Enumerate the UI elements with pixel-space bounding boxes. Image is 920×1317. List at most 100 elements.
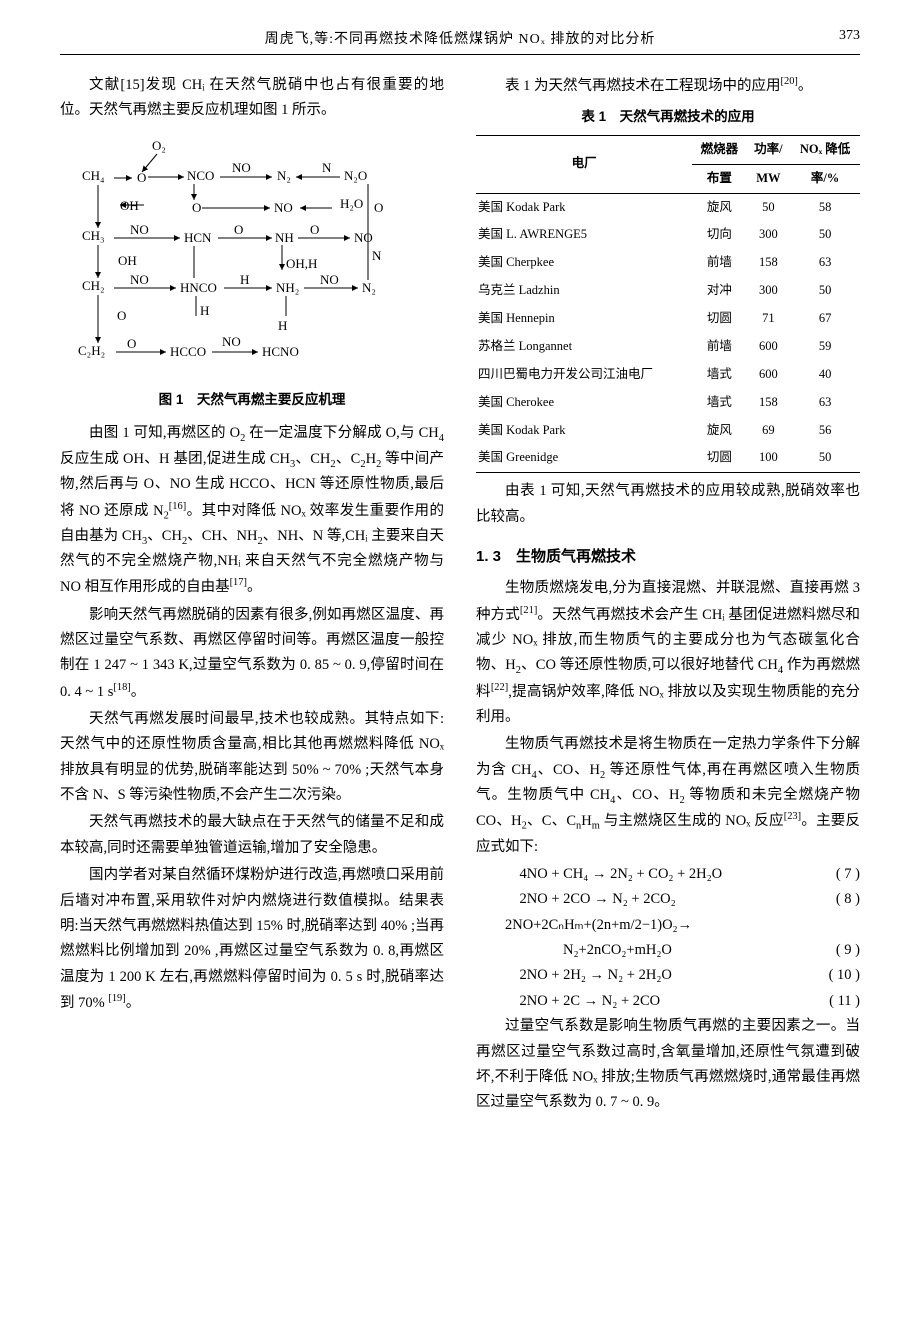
running-head: 周虎飞,等:不同再燃技术降低燃煤锅炉 NOₓ 排放的对比分析 <box>60 28 860 54</box>
fig-lbl-hnco: HNCO <box>180 280 217 295</box>
figure-1-diagram: CH₄ CH₃ CH₂ C₂H₂ O₂ O OH OH O <box>72 130 432 380</box>
fig-lbl-no-bot: NO <box>320 272 339 287</box>
left-p1: 文献[15]发现 CHᵢ 在天然气脱硝中也占有很重要的地位。天然气再燃主要反应机… <box>60 73 444 124</box>
eq9n: ( 9 ) <box>826 938 860 963</box>
th-red-b: 率/% <box>790 164 860 193</box>
fig-lbl-ch4: CH₄ <box>82 168 105 183</box>
eq-7: 4NO + CH₄ → 2N₂ + CO₂ + 2H₂O ( 7 ) <box>476 862 860 887</box>
eq9b: N₂+2nCO₂+mH₂O <box>563 938 672 963</box>
ref-21: [21] <box>520 605 537 616</box>
fig-lbl-h2: H <box>200 303 209 318</box>
fig-lbl-n2-end: N₂ <box>362 280 376 295</box>
left-p3: 影响天然气再燃脱硝的因素有很多,例如再燃区温度、再燃区过量空气系数、再燃区停留时… <box>60 603 444 705</box>
left-p6: 国内学者对某自然循环煤粉炉进行改造,再燃喷口采用前后墙对冲布置,采用软件对炉内燃… <box>60 863 444 1016</box>
ref-16: [16] <box>169 501 186 512</box>
rp1b: 。 <box>798 78 813 94</box>
ref-22: [22] <box>491 682 508 693</box>
fig-lbl-c2h2: C₂H₂ <box>78 343 105 358</box>
table-row: 美国 Greenidge切圆10050 <box>476 444 860 472</box>
fig-lbl-ch3: CH₃ <box>82 228 105 243</box>
fig-lbl-ch2: CH₂ <box>82 278 105 293</box>
table-row: 美国 Cherpkee前墙15863 <box>476 249 860 277</box>
rp4g: H <box>581 813 591 829</box>
ref-20: [20] <box>781 76 798 87</box>
p2a2: 在一定温度下分解成 O,与 CH <box>245 425 438 441</box>
p2a5: 、C <box>336 451 361 467</box>
eq11t: 2NO + 2C → N₂ + 2CO <box>520 989 661 1014</box>
right-p1: 表 1 为天然气再燃技术在工程现场中的应用[20]。 <box>476 73 860 99</box>
table-1: 电厂 燃烧器 功率/ NOₓ 降低 布置 MW 率/% 美国 Kodak Par… <box>476 135 860 474</box>
header-rule <box>60 54 860 55</box>
eq10t: 2NO + 2H₂ → N₂ + 2H₂O <box>520 963 672 988</box>
p2a3: 反应生成 OH、H 基团,促进生成 CH <box>60 451 290 467</box>
fig-lbl-o-end: O <box>374 200 383 215</box>
th-plant: 电厂 <box>476 135 692 193</box>
fig-lbl-ohh: OH,H <box>286 256 317 271</box>
fig-lbl-nh-up: NH <box>275 230 294 245</box>
ref-17: [17] <box>230 577 247 588</box>
left-p2: 由图 1 可知,再燃区的 O2 在一定温度下分解成 O,与 CH4 反应生成 O… <box>60 421 444 600</box>
rp4d: 、CO、H <box>615 787 679 803</box>
p2a6: H <box>366 451 376 467</box>
table-1-caption: 表 1 天然气再燃技术的应用 <box>476 105 860 129</box>
fig-lbl-hcno: HCNO <box>262 344 299 359</box>
fig-lbl-o-mid: O <box>117 308 126 323</box>
p2f: 。 <box>247 579 262 595</box>
table-row: 美国 Kodak Park旋风6956 <box>476 417 860 445</box>
fig-lbl-Ncol: N <box>372 248 382 263</box>
p3b: 。 <box>131 684 146 700</box>
eq9a: 2NO+2CₙHₘ+(2n+m/2−1)O₂→ <box>505 913 692 938</box>
table-row: 美国 L. AWRENGE5切向30050 <box>476 221 860 249</box>
running-title: 周虎飞,等:不同再燃技术降低燃煤锅炉 NOₓ 排放的对比分析 <box>265 32 656 47</box>
table-row: 乌克兰 Ladzhin对冲30050 <box>476 277 860 305</box>
eq7t: 4NO + CH₄ → 2N₂ + CO₂ + 2H₂O <box>520 862 723 887</box>
fig-lbl-n2-top: N₂ <box>277 168 291 183</box>
rp3e: ,提高锅炉效率,降低 NOₓ 排放以及实现生物质能的充分利用。 <box>476 683 860 724</box>
th-arrange-b: 布置 <box>692 164 746 193</box>
table-row: 美国 Cherokee墙式15863 <box>476 389 860 417</box>
fig-lbl-oh2: OH <box>118 253 137 268</box>
th-red-a: NOₓ 降低 <box>790 135 860 164</box>
fig-lbl-nh2: NH₂ <box>276 280 299 295</box>
page-number: 373 <box>839 28 860 44</box>
fig-lbl-nobot2: NO <box>222 334 241 349</box>
fig-lbl-n2o: N₂O <box>344 168 367 183</box>
fig-lbl-no-top: NO <box>232 160 251 175</box>
fig-lbl-o-br: O <box>192 200 201 215</box>
fig-lbl-h2o: H₂O <box>340 196 363 211</box>
rp4f: 、C、C <box>527 813 576 829</box>
table-row: 四川巴蜀电力开发公司江油电厂墙式60040 <box>476 361 860 389</box>
ref-23: [23] <box>784 811 801 822</box>
table-row: 美国 Hennepin切圆7167 <box>476 305 860 333</box>
fig-lbl-n-mid: N <box>322 160 332 175</box>
fig-lbl-h3: H <box>278 318 287 333</box>
rp1a: 表 1 为天然气再燃技术在工程现场中的应用 <box>505 78 781 94</box>
fig-lbl-obot: O <box>127 336 136 351</box>
fig-lbl-h: H <box>240 272 249 287</box>
right-column: 表 1 为天然气再燃技术在工程现场中的应用[20]。 表 1 天然气再燃技术的应… <box>476 73 860 1118</box>
table-row: 苏格兰 Longannet前墙60059 <box>476 333 860 361</box>
eq-9a: 2NO+2CₙHₘ+(2n+m/2−1)O₂→ <box>476 913 860 938</box>
th-mw-a: 功率/ <box>747 135 791 164</box>
eq11n: ( 11 ) <box>819 989 860 1014</box>
fig-lbl-nco: NCO <box>187 168 214 183</box>
p2a: 由图 1 可知,再燃区的 O <box>89 425 240 441</box>
eq8n: ( 8 ) <box>826 887 860 912</box>
fig-lbl-noright: NO <box>274 200 293 215</box>
fig-lbl-o2: O₂ <box>152 138 166 153</box>
left-p5: 天然气再燃技术的最大缺点在于天然气的储量不足和成本较高,同时还需要单独管道运输,… <box>60 810 444 861</box>
fig-lbl-no2: NO <box>130 272 149 287</box>
eq10n: ( 10 ) <box>819 963 860 988</box>
figure-1-caption: 图 1 天然气再燃主要反应机理 <box>60 388 444 412</box>
right-p3: 生物质燃烧发电,分为直接混燃、并联混燃、直接再燃 3 种方式[21]。天然气再燃… <box>476 576 860 730</box>
eq-10: 2NO + 2H₂ → N₂ + 2H₂O ( 10 ) <box>476 963 860 988</box>
fig-lbl-o-top: O <box>137 170 146 185</box>
left-column: 文献[15]发现 CHᵢ 在天然气脱硝中也占有很重要的地位。天然气再燃主要反应机… <box>60 73 444 1118</box>
eq-9b: N₂+2nCO₂+mH₂O ( 9 ) <box>476 938 860 963</box>
ref-19: [19] <box>108 993 125 1004</box>
eq-8: 2NO + 2CO → N₂ + 2CO₂( 8 ) <box>476 887 860 912</box>
table-row: 美国 Kodak Park旋风5058 <box>476 193 860 221</box>
right-p5: 过量空气系数是影响生物质气再燃的主要因素之一。当再燃区过量空气系数过高时,含氧量… <box>476 1014 860 1116</box>
eq7n: ( 7 ) <box>826 862 860 887</box>
fig-lbl-o-ch3: O <box>234 222 243 237</box>
